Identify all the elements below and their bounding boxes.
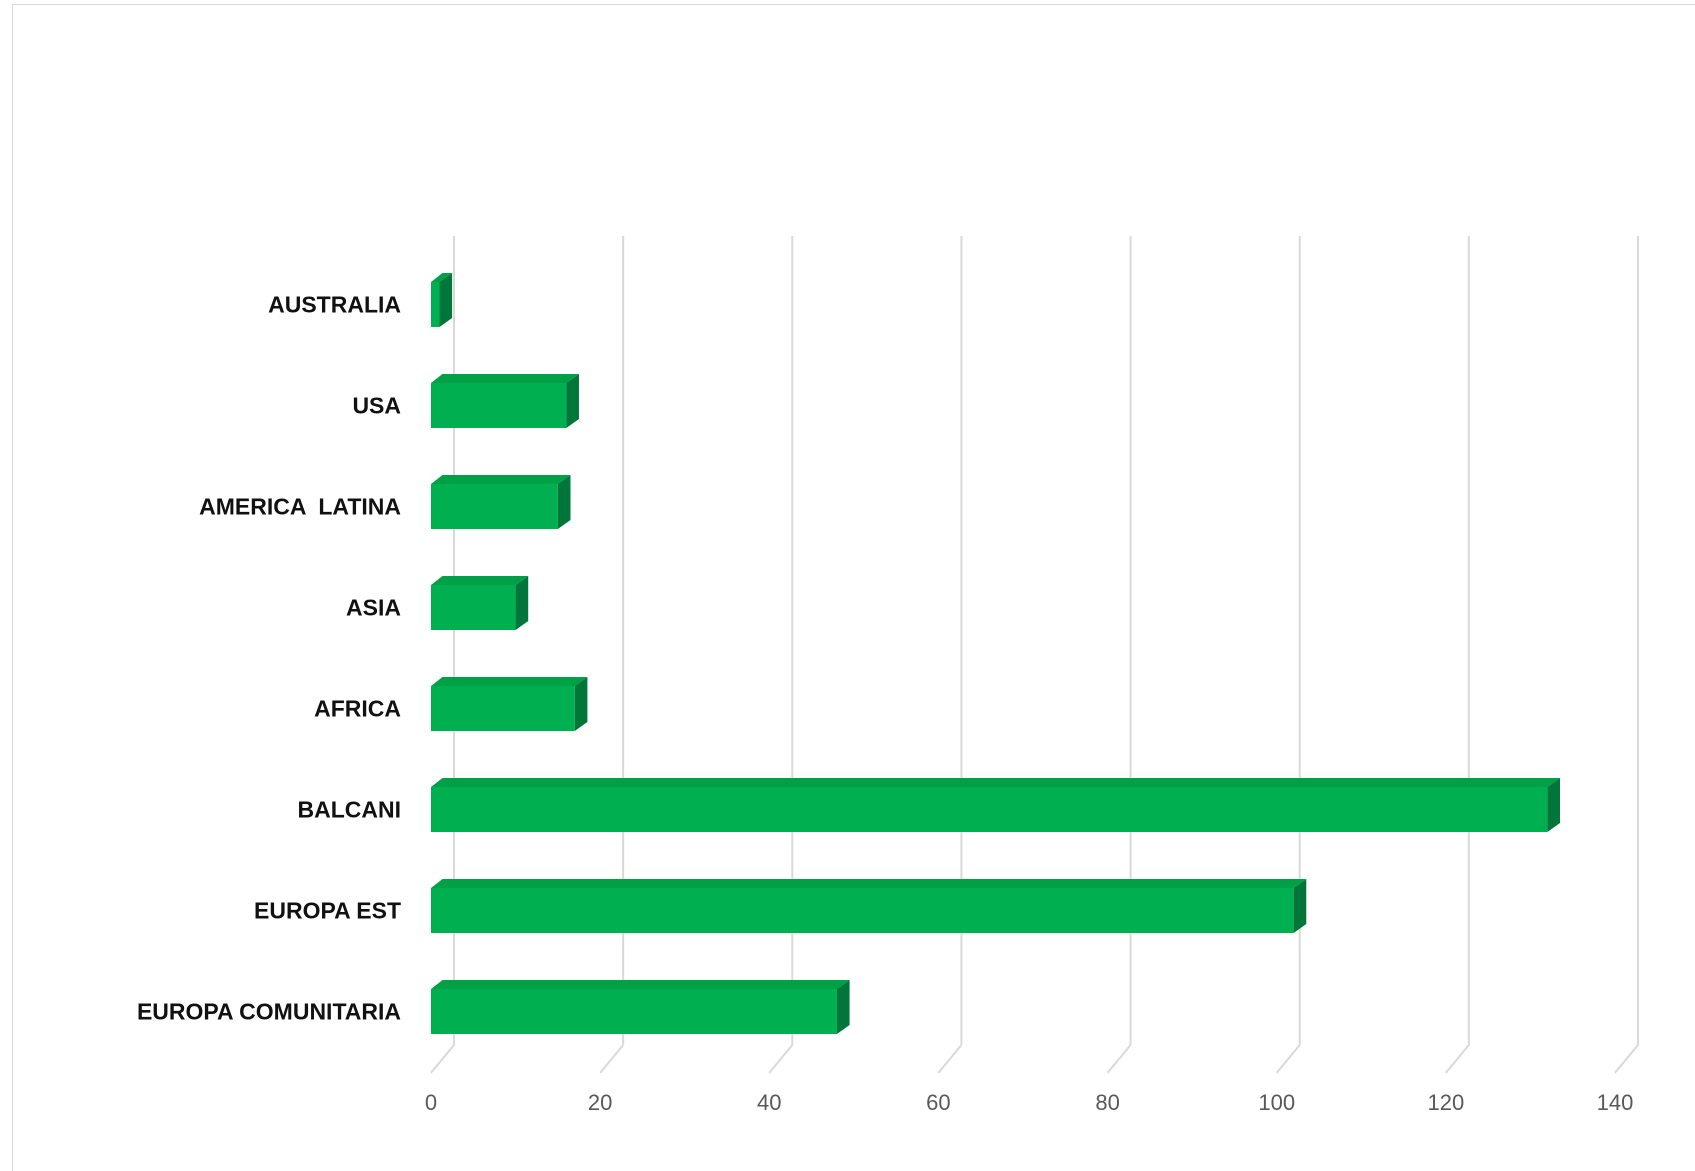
- category-label-africa: AFRICA: [314, 696, 401, 722]
- category-labels: AUSTRALIA USA AMERICA LATINA ASIA AFRICA BALC…: [137, 292, 401, 1025]
- gridline-floor-40: [768, 1044, 794, 1074]
- bar-top-america-latina: [431, 475, 571, 484]
- bar-top-europa-est: [431, 879, 1307, 888]
- bar-top-australia: [431, 273, 453, 282]
- x-tick-label-100: 100: [1258, 1090, 1295, 1115]
- category-label-america-latina: AMERICA LATINA: [199, 494, 401, 520]
- category-label-usa: USA: [352, 393, 401, 419]
- bar-top-usa: [431, 374, 579, 383]
- gridline-floor-20: [599, 1044, 624, 1074]
- chart-frame: [12, 4, 1695, 1171]
- bar-side-africa: [574, 677, 588, 731]
- category-label-asia: ASIA: [346, 595, 401, 621]
- x-tick-label-140: 140: [1597, 1090, 1634, 1115]
- gridline-floor-120: [1445, 1044, 1470, 1074]
- x-tick-label-20: 20: [588, 1090, 612, 1115]
- bar-side-europa-comunitaria: [836, 980, 850, 1034]
- bar-australia: [431, 282, 440, 327]
- x-tick-label-120: 120: [1427, 1090, 1464, 1115]
- x-tick-label-60: 60: [926, 1090, 950, 1115]
- bar-top-asia: [431, 576, 529, 585]
- bar-top-europa-comunitaria: [431, 980, 850, 989]
- category-label-balcani: BALCANI: [298, 797, 402, 823]
- x-tick-label-0: 0: [425, 1090, 437, 1115]
- x-axis-tick-labels: 0 20 40 60 80 100 120 140: [425, 1090, 1633, 1115]
- bar-side-balcani: [1547, 778, 1560, 832]
- bar-usa: [431, 383, 567, 428]
- category-label-europa-est: EUROPA EST: [254, 898, 401, 924]
- bar-side-europa-est: [1293, 879, 1307, 933]
- bar-europa-est: [431, 888, 1294, 933]
- bar-africa: [431, 686, 575, 731]
- x-tick-label-40: 40: [757, 1090, 781, 1115]
- bar-side-usa: [566, 374, 579, 428]
- bar-top-balcani: [431, 778, 1560, 787]
- category-label-europa-comunitaria: EUROPA COMUNITARIA: [137, 999, 401, 1025]
- bar-europa-comunitaria: [431, 989, 837, 1034]
- gridlines: [430, 236, 1639, 1074]
- bar-top-africa: [431, 677, 588, 686]
- gridline-floor-60: [937, 1044, 963, 1074]
- x-tick-label-80: 80: [1095, 1090, 1119, 1115]
- gridline-floor-140: [1614, 1044, 1639, 1074]
- bars: [431, 273, 1560, 1034]
- bar-balcani: [431, 787, 1548, 832]
- bar-side-australia: [439, 273, 453, 327]
- bar-side-america-latina: [557, 475, 571, 529]
- bar-america-latina: [431, 484, 558, 529]
- bar-side-asia: [515, 576, 529, 630]
- bar-asia: [431, 585, 516, 630]
- gridline-floor-100: [1275, 1044, 1301, 1074]
- category-label-australia: AUSTRALIA: [268, 292, 401, 318]
- gridline-floor-80: [1106, 1044, 1132, 1074]
- gridline-floor-0: [430, 1044, 455, 1074]
